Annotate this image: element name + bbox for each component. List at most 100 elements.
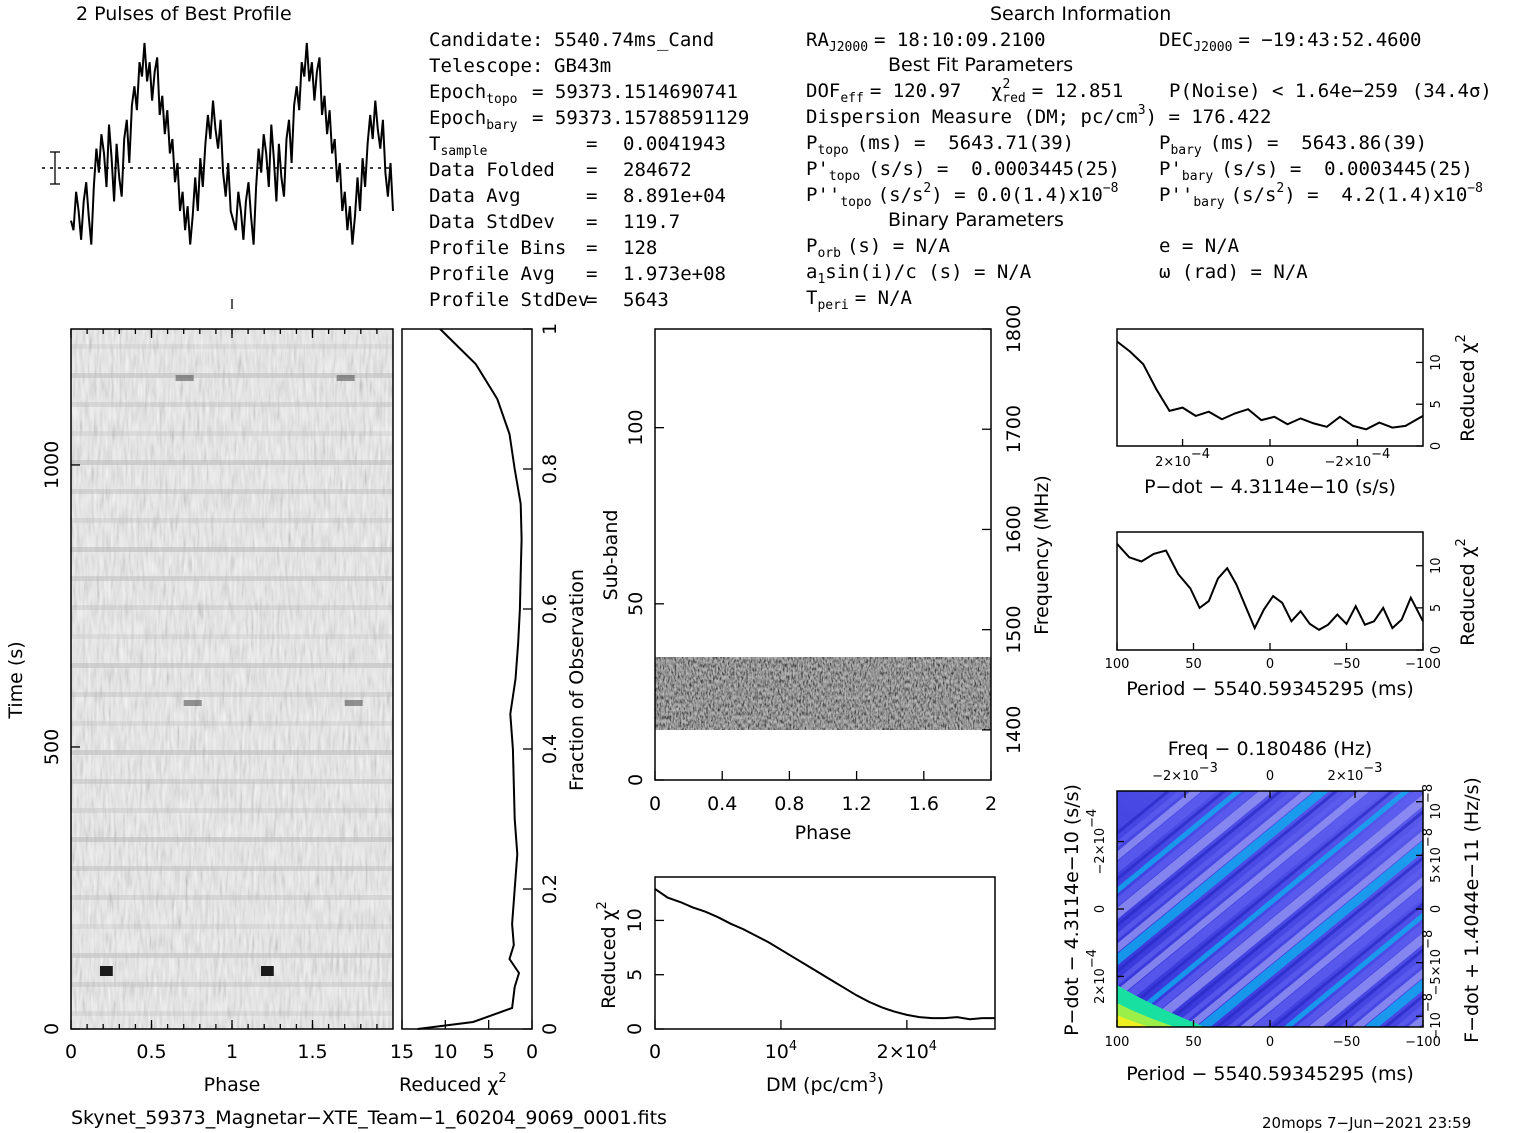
ppd-period-xlabel: Period − 5540.59345295 (ms) [1126, 1063, 1414, 1085]
contour-stripe [1158, 809, 1423, 1027]
time-phase-row [71, 750, 393, 755]
pddtopo-value: ) = 0.0(1.4)x10 [931, 184, 1103, 206]
porb-value: (s) = N/A [847, 235, 951, 257]
stat-label: T [429, 133, 440, 155]
dm-ylabel: Reduced χ2 [595, 901, 620, 1009]
time-chi2-plot: 15 10 5 0 0 0.2 0.4 0.6 0.8 1 Reduced χ2 Fractio… [390, 323, 588, 1096]
contour-stripe [1117, 791, 1258, 907]
y2-tick-label: 1700 [1003, 405, 1025, 453]
svg-text:P''bary(s/s2) = 4.2(1.4)x10−8: P''bary (s/s2) = 4.2(1.4)x10−8 [1159, 181, 1483, 210]
time-phase-row [71, 866, 393, 871]
stat-label: Data StdDev [429, 211, 555, 233]
x-tick-label: 0 [649, 793, 661, 815]
time-phase-row [71, 924, 393, 929]
dec-value: = −19:43:52.4600 [1238, 29, 1421, 51]
contour-stripe [1351, 968, 1423, 1027]
contour-stripe [1117, 791, 1339, 974]
stat-value: 1.973e+08 [623, 263, 726, 285]
y-tick-label: 10 [1429, 557, 1444, 574]
y-tick-label: 5 [1429, 400, 1444, 408]
best-fit-title: Best Fit Parameters [888, 54, 1073, 76]
x-tick-label: 100 [1105, 657, 1130, 672]
y-tick-label: 5 [624, 969, 646, 981]
x-tick-label: 0 [1266, 657, 1274, 672]
svg-text:DECJ2000= −19:43:52.4600: DECJ2000 = −19:43:52.4600 [1159, 29, 1422, 55]
x-tick-label: −100 [1405, 1035, 1441, 1050]
contour-stripe [1117, 791, 1274, 920]
y-tick-label: 2×10−4 [1085, 949, 1108, 1004]
y2-tick-label: 10−8 [1421, 784, 1444, 820]
y-tick-label: 0 [1093, 905, 1108, 913]
y-tick-label: 0 [1429, 442, 1444, 450]
stat-row: Data StdDev = 119.7 [429, 211, 680, 233]
dof-value: = 120.97 [870, 80, 962, 102]
y-tick-label: 1000 [41, 441, 63, 489]
svg-text:Epochbary= 59373.15788591129: Epochbary = 59373.15788591129 [429, 107, 749, 133]
y-tick-label: 0.2 [539, 874, 561, 904]
time-phase-plot: 0 0.5 1 1.5 0 500 1000 Phase Time (s) [5, 328, 394, 1096]
contour-stripe [1295, 922, 1423, 1027]
x-tick-label: 1.5 [297, 1041, 327, 1063]
subband-xlabel: Phase [795, 822, 852, 844]
y2-tick-label: 1400 [1003, 706, 1025, 754]
time-phase-row [71, 489, 393, 494]
ptopo-value: (ms) = 5643.71(39) [857, 132, 1074, 154]
time-phase-row [71, 402, 393, 407]
svg-text:P'topo(s/s) = 0.0003445(25): P'topo (s/s) = 0.0003445(25) [806, 158, 1120, 184]
pbary-value: (ms) = 5643.86(39) [1210, 132, 1427, 154]
stat-row: Profile Avg = 1.973e+08 [429, 263, 726, 285]
stat-label: Profile StdDev [429, 289, 589, 311]
svg-text:Candidate:5540.74ms_Cand: Candidate: 5540.74ms_Cand [429, 29, 714, 51]
profile-title: 2 Pulses of Best Profile [76, 3, 292, 25]
contour-stripe [1252, 886, 1423, 1027]
epoch-topo-value: = 59373.1514690741 [532, 81, 738, 103]
contour-stripe [1117, 791, 1411, 1027]
svg-text:Telescope:GB43m: Telescope: GB43m [429, 55, 611, 77]
time-phase-row [71, 518, 393, 523]
y-tick-label: 0 [41, 1023, 63, 1035]
x-tick-label: 2×104 [877, 1039, 937, 1063]
y-tick-label: 0.8 [539, 454, 561, 484]
y2-tick-label: −10−8 [1421, 993, 1444, 1040]
contour-stripe [1283, 912, 1423, 1027]
telescope-value: GB43m [554, 55, 611, 77]
pdbary-value: (s/s) = 0.0003445(25) [1221, 158, 1473, 180]
x-tick-label: 0.4 [707, 793, 737, 815]
time-phase-row [71, 1011, 393, 1016]
y-tick-label: 100 [625, 410, 647, 446]
pulse-profile-plot [42, 42, 394, 309]
subband-ylabel: Sub-band [600, 510, 622, 601]
svg-text:P(Noise) < 1.64e−259(34.4σ): P(Noise) < 1.64e−259 (34.4σ) [1169, 80, 1492, 102]
contour-stripe [1117, 791, 1187, 848]
y2-tick-label: 0 [1429, 905, 1444, 913]
x-tick-label: 0 [526, 1041, 538, 1063]
time-phase-row [71, 431, 393, 436]
contour-stripe [1117, 791, 1202, 861]
x-tick-label: 10 [433, 1041, 457, 1063]
time-phase-xlabel: Phase [204, 1074, 261, 1096]
stat-value: 284672 [623, 159, 692, 181]
contour-stripe [1214, 855, 1423, 1027]
timestamp: 20mops 7−Jun−2021 23:59 [1262, 1114, 1471, 1132]
y-tick-label: 5 [1429, 604, 1444, 612]
contour-stripe [1239, 876, 1423, 1027]
stat-value: 0.0041943 [623, 133, 726, 155]
svg-text:Porb(s) = N/A: Porb (s) = N/A [806, 235, 950, 261]
contour-stripe [1326, 948, 1423, 1027]
stat-row: Profile StdDev= 5643 [429, 289, 669, 311]
x2-tick-label: 0 [1266, 769, 1274, 784]
time-phase-pulse [344, 700, 363, 706]
time-phase-greyscale [71, 329, 393, 1029]
contour-stripe [1127, 791, 1423, 1027]
x-tick-label: 1 [226, 1041, 238, 1063]
y2-tick-label: 5×10−8 [1421, 828, 1444, 883]
y-tick-label: 500 [41, 729, 63, 765]
x-tick-label: 1.6 [909, 793, 939, 815]
y-tick-label: 0 [624, 1023, 646, 1035]
time-phase-pulse [336, 375, 355, 381]
pdot-chi2-plot: 2×10−4 0 −2×10−4 0 5 10 P−dot − 4.3114e−10 (… [1116, 328, 1479, 498]
time-phase-row [71, 808, 393, 813]
time-phase-row [71, 721, 393, 726]
